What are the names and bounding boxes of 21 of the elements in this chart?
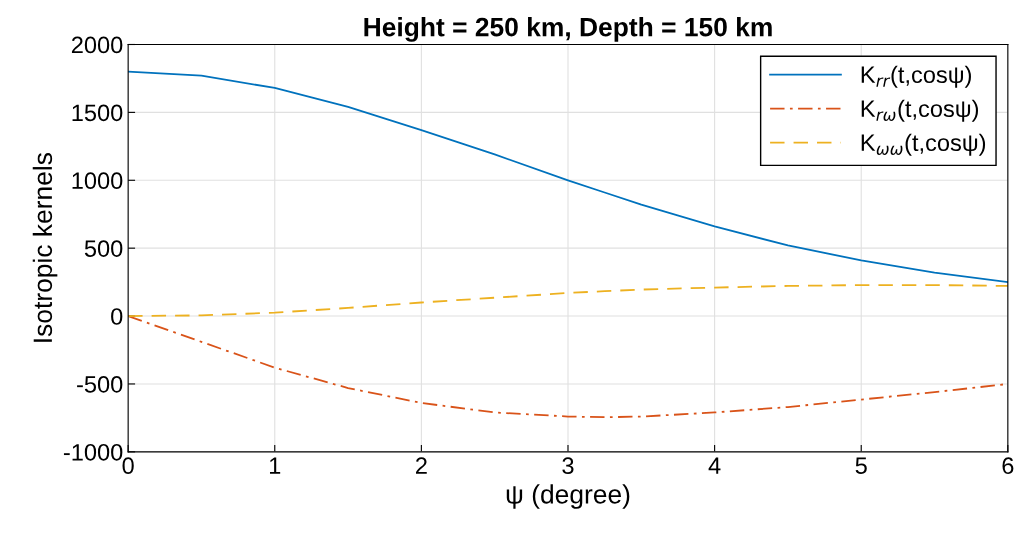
y-axis-title: Isotropic kernels xyxy=(32,153,58,342)
x-tick-label: 2 xyxy=(416,457,427,474)
line-series xyxy=(128,284,1008,317)
y-tick-label: 1500 xyxy=(72,104,123,122)
y-tick-label: -500 xyxy=(77,376,123,393)
y-tick-label: 1000 xyxy=(72,172,123,190)
y-tick-label: 500 xyxy=(84,240,123,257)
x-tick-label: 1 xyxy=(269,457,281,474)
x-tick-label: 5 xyxy=(855,457,867,475)
y-tick-label: -1000 xyxy=(63,443,123,461)
legend-label: K$_{rω}$(t,cosψ) xyxy=(861,99,979,122)
y-tick-label: 2000 xyxy=(71,36,123,54)
x-tick-label: 3 xyxy=(562,457,574,475)
chart-title: Height = 250 km, Depth = 150 km xyxy=(364,17,772,42)
legend-label: K$_{ωω}$(t,cosψ) xyxy=(861,133,986,156)
x-tick-label: 0 xyxy=(122,457,134,475)
y-tick-label: 0 xyxy=(111,308,123,325)
x-tick-label: 6 xyxy=(1002,457,1014,475)
x-tick-label: 4 xyxy=(708,457,721,474)
legend-label: K$_{rr}$(t,cosψ) xyxy=(861,65,971,88)
x-axis-title: ψ (degree) xyxy=(506,484,630,509)
